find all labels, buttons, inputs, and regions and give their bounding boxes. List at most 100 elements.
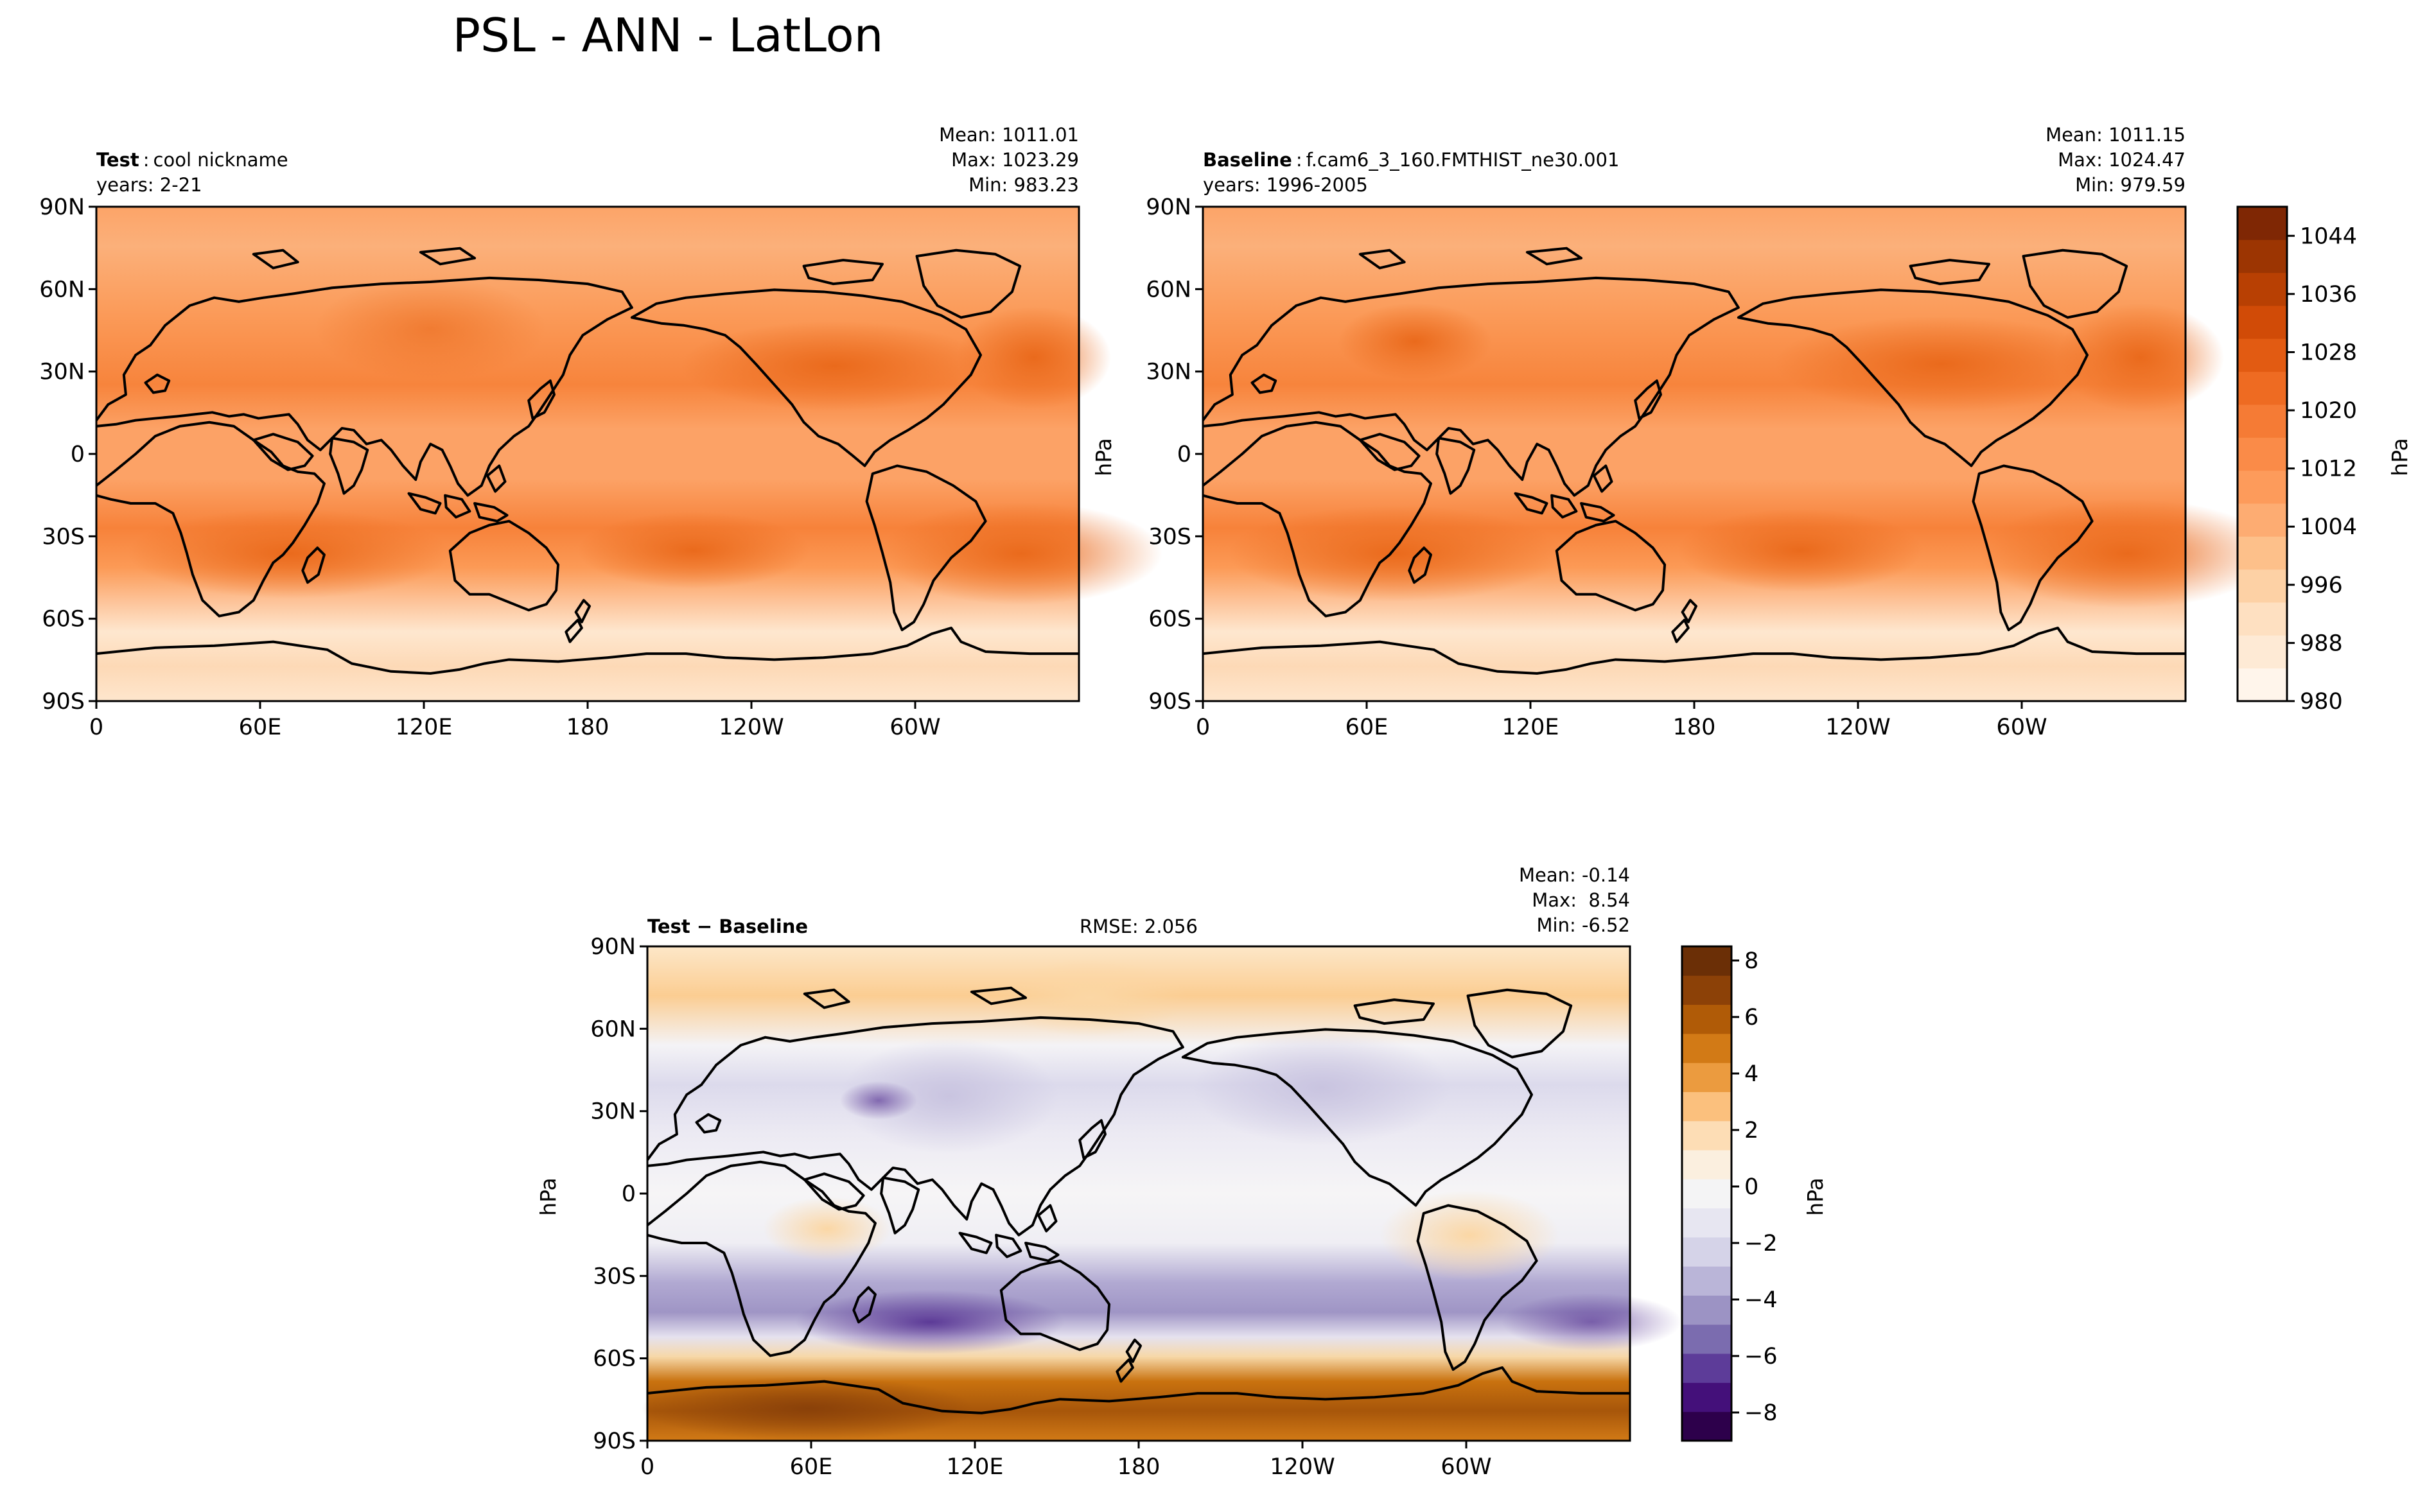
cbar-diff-tick-label: 2 xyxy=(1744,1118,1758,1143)
test-panel xyxy=(96,205,1162,702)
diff-lat-label: 0 xyxy=(622,1181,636,1207)
test-lat-label: 0 xyxy=(71,442,85,467)
cbar-diff-tick-label: 8 xyxy=(1744,948,1758,974)
cbar-main-tick-label: 980 xyxy=(2300,689,2343,715)
test-label-bold: Test xyxy=(96,149,139,171)
cbar-diff-segment xyxy=(1682,1120,1731,1151)
diff-lon-label: 60W xyxy=(1441,1454,1491,1480)
cbar-diff-segment xyxy=(1682,1266,1731,1296)
cbar-diff-segment xyxy=(1682,1179,1731,1209)
cbar-main-segment xyxy=(2238,272,2287,306)
baseline-label-text: f.cam6_3_160.FMTHIST_ne30.001 xyxy=(1306,149,1620,171)
diff-lat-label: 90S xyxy=(593,1429,636,1454)
diff-lon-label: 120W xyxy=(1270,1454,1335,1480)
diff-anomalies xyxy=(641,959,1681,1441)
cbar-main-tick-label: 1036 xyxy=(2300,282,2357,308)
cbar-main-tick-label: 1004 xyxy=(2300,514,2357,540)
baseline-ylabel: hPa xyxy=(1091,438,1116,476)
test-lon-label: 120W xyxy=(719,715,784,740)
baseline-lon-label: 60W xyxy=(1996,715,2047,740)
test-header: Test: cool nickname years: 2-21 Mean: 101… xyxy=(96,124,1079,196)
cbar-diff-segment xyxy=(1682,1295,1731,1325)
diff-lon-label: 0 xyxy=(640,1454,654,1480)
baseline-lon-label: 60E xyxy=(1345,715,1389,740)
baseline-lon-label: 120E xyxy=(1502,715,1559,740)
cbar-main-segment xyxy=(2238,207,2287,240)
cbar-diff-segment xyxy=(1682,946,1731,976)
baseline-lon-label: 0 xyxy=(1196,715,1210,740)
diff-panel xyxy=(641,945,1681,1442)
diff-lat-label: 60N xyxy=(590,1016,636,1042)
cbar-main-segment xyxy=(2238,239,2287,274)
baseline-lon-label: 180 xyxy=(1673,715,1716,740)
baseline-label-bold: Baseline xyxy=(1203,149,1292,171)
diff-lat-label: 30N xyxy=(590,1099,636,1125)
cbar-main-segment xyxy=(2238,602,2287,636)
cbar-main-segment xyxy=(2238,437,2287,471)
colorbar-main: 980 988 996 1004 1012 1020 1028 1036 1044 xyxy=(2236,205,2357,715)
baseline-lat-label: 60S xyxy=(1148,607,1191,632)
cbar-main-tick-label: 988 xyxy=(2300,630,2343,656)
baseline-lon-label: 120W xyxy=(1825,715,1890,740)
baseline-lat-label: 90S xyxy=(1148,689,1191,715)
test-lon-label: 60W xyxy=(889,715,940,740)
baseline-header: Baseline: f.cam6_3_160.FMTHIST_ne30.001 y… xyxy=(1091,124,2186,476)
baseline-lat-label: 0 xyxy=(1177,442,1191,467)
test-lon-label: 0 xyxy=(89,715,103,740)
cbar-diff-frame xyxy=(1681,945,1733,1442)
test-lon-label: 60E xyxy=(239,715,282,740)
baseline-stat-min: Min: 979.59 xyxy=(2075,174,2186,196)
test-years: years: 2-21 xyxy=(96,174,202,196)
cbar-diff-segment xyxy=(1682,975,1731,1005)
baseline-lat-label: 30S xyxy=(1148,524,1191,550)
cbar-diff-tick-label: 4 xyxy=(1744,1061,1758,1087)
cbar-diff-tick-label: −8 xyxy=(1744,1400,1778,1426)
diff-rmse: RMSE: 2.056 xyxy=(1080,916,1198,937)
diff-lat-label: 90N xyxy=(590,934,636,960)
baseline-panel xyxy=(1203,205,2275,702)
test-lat-label: 90N xyxy=(39,195,85,220)
cbar-diff-segment xyxy=(1682,1208,1731,1238)
cbar-diff-tick-label: −6 xyxy=(1744,1344,1778,1369)
diff-stat-min: Min: -6.52 xyxy=(1537,914,1630,936)
diff-stat-mean: Mean: -0.14 xyxy=(1519,864,1630,886)
cbar-diff-tick-label: 0 xyxy=(1744,1174,1758,1200)
colorbar-diff: −8 −6 −4 −2 0 2 4 6 8 xyxy=(1681,945,1778,1442)
svg-text:Baseline:f.cam6_3_160.FMTHIST_: Baseline: f.cam6_3_160.FMTHIST_ne30.001 xyxy=(1203,149,1619,171)
colorbar-main-label: hPa xyxy=(2387,438,2412,476)
test-lat-label: 60N xyxy=(39,277,85,302)
diff-ylabel: hPa xyxy=(536,1177,561,1216)
test-lat-label: 30S xyxy=(42,524,85,550)
cbar-main-segment xyxy=(2238,635,2287,669)
cbar-main-segment xyxy=(2238,503,2287,537)
baseline-years: years: 1996-2005 xyxy=(1203,174,1368,196)
diff-header: Test − Baseline RMSE: 2.056 Mean: -0.14 … xyxy=(536,864,1630,1216)
diff-label-bold: Test − Baseline xyxy=(647,916,808,937)
cbar-diff-segment xyxy=(1682,1063,1731,1092)
test-lat-label: 90S xyxy=(42,689,85,715)
cbar-main-tick-label: 1020 xyxy=(2300,398,2357,424)
diff-lon-label: 60E xyxy=(790,1454,833,1480)
cbar-main-tick-label: 1028 xyxy=(2300,340,2357,365)
cbar-diff-segment xyxy=(1682,1353,1731,1383)
colorbar-diff-label: hPa xyxy=(1803,1177,1828,1216)
svg-text:Test:cool nickname: Test: cool nickname xyxy=(96,149,288,171)
cbar-main-tick-label: 1012 xyxy=(2300,456,2357,482)
cbar-diff-segment xyxy=(1682,1324,1731,1354)
cbar-main-segment xyxy=(2238,569,2287,603)
cbar-diff-segment xyxy=(1682,1150,1731,1179)
test-lon-label: 180 xyxy=(566,715,609,740)
diff-lon-label: 120E xyxy=(947,1454,1004,1480)
diff-lat-label: 60S xyxy=(593,1346,636,1372)
cbar-main-segment xyxy=(2238,371,2287,405)
cbar-diff-segment xyxy=(1682,1382,1731,1412)
cbar-diff-segment xyxy=(1682,1411,1731,1441)
baseline-lat-label: 30N xyxy=(1146,360,1191,385)
test-lat-label: 60S xyxy=(42,607,85,632)
cbar-main-segment xyxy=(2238,470,2287,504)
baseline-stat-mean: Mean: 1011.15 xyxy=(2046,124,2186,146)
cbar-diff-segment xyxy=(1682,1091,1731,1122)
baseline-pressure-highs xyxy=(1229,303,2275,608)
